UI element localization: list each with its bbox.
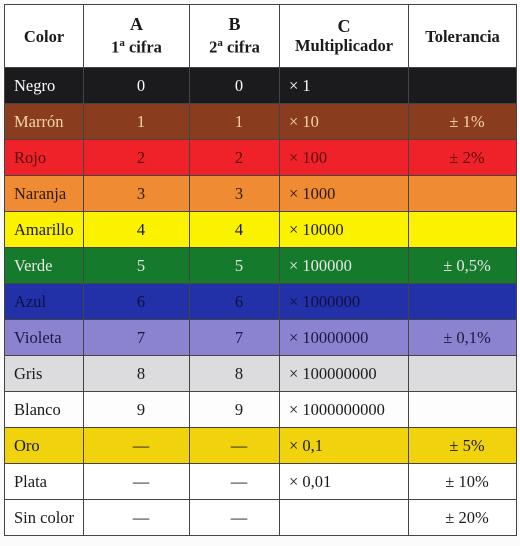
table-row: Negro 0 0 × 1 xyxy=(4,67,517,104)
color-name-cell: Naranja xyxy=(4,175,84,212)
color-name-cell: Plata xyxy=(4,463,84,500)
table-row: Azul 6 6 × 1000000 xyxy=(4,283,517,320)
tolerance-cell: ± 20% xyxy=(408,499,517,536)
header-a-word: cifra xyxy=(124,37,162,57)
multiplier-cell: × 10000 xyxy=(279,211,409,248)
table-header: Color A 1a cifra B 2a cifra C Multiplica… xyxy=(4,4,517,68)
multiplier-cell: × 1000000 xyxy=(279,283,409,320)
resistor-color-code-table: Color A 1a cifra B 2a cifra C Multiplica… xyxy=(4,4,517,536)
second-digit-cell: 1 xyxy=(189,103,280,140)
table-row: Marrón 1 1 × 10 ± 1% xyxy=(4,103,517,140)
table-row: Gris 8 8 × 100000000 xyxy=(4,355,517,392)
second-digit-cell: 0 xyxy=(189,67,280,104)
header-a-sup: a xyxy=(119,37,125,50)
first-digit-cell: — xyxy=(83,463,190,500)
table-row: Amarillo 4 4 × 10000 xyxy=(4,211,517,248)
header-b-number: 2 xyxy=(209,37,218,57)
header-multiplier: C Multiplicador xyxy=(279,4,409,68)
second-digit-cell: 6 xyxy=(189,283,280,320)
second-digit-cell: 9 xyxy=(189,391,280,428)
multiplier-cell: × 10000000 xyxy=(279,319,409,356)
multiplier-cell: × 0,01 xyxy=(279,463,409,500)
first-digit-cell: 7 xyxy=(83,319,190,356)
header-second-digit: B 2a cifra xyxy=(189,4,280,68)
tolerance-cell xyxy=(408,391,517,428)
tolerance-cell xyxy=(408,211,517,248)
color-name-cell: Amarillo xyxy=(4,211,84,248)
header-a-number: 1 xyxy=(111,37,120,57)
multiplier-cell: × 100000000 xyxy=(279,355,409,392)
multiplier-cell: × 1000 xyxy=(279,175,409,212)
table-row: Plata — — × 0,01 ± 10% xyxy=(4,463,517,500)
multiplier-cell: × 1000000000 xyxy=(279,391,409,428)
header-a-letter: A xyxy=(130,14,143,35)
second-digit-cell: — xyxy=(189,463,280,500)
tolerance-cell: ± 2% xyxy=(408,139,517,176)
tolerance-cell: ± 0,1% xyxy=(408,319,517,356)
multiplier-cell xyxy=(279,499,409,536)
first-digit-cell: 2 xyxy=(83,139,190,176)
header-b-letter: B xyxy=(228,14,241,35)
multiplier-cell: × 0,1 xyxy=(279,427,409,464)
color-name-cell: Sin color xyxy=(4,499,84,536)
first-digit-cell: 9 xyxy=(83,391,190,428)
first-digit-cell: 0 xyxy=(83,67,190,104)
multiplier-cell: × 100 xyxy=(279,139,409,176)
table-row: Verde 5 5 × 100000 ± 0,5% xyxy=(4,247,517,284)
color-name-cell: Marrón xyxy=(4,103,84,140)
first-digit-cell: — xyxy=(83,427,190,464)
color-name-cell: Negro xyxy=(4,67,84,104)
color-name-cell: Rojo xyxy=(4,139,84,176)
second-digit-cell: 8 xyxy=(189,355,280,392)
second-digit-cell: 7 xyxy=(189,319,280,356)
header-c-letter: C xyxy=(337,16,351,36)
second-digit-cell: 3 xyxy=(189,175,280,212)
tolerance-cell: ± 1% xyxy=(408,103,517,140)
table-row: Naranja 3 3 × 1000 xyxy=(4,175,517,212)
header-first-digit: A 1a cifra xyxy=(83,4,190,68)
multiplier-cell: × 10 xyxy=(279,103,409,140)
tolerance-cell: ± 5% xyxy=(408,427,517,464)
multiplier-cell: × 100000 xyxy=(279,247,409,284)
header-c-label: Multiplicador xyxy=(294,36,394,55)
multiplier-cell: × 1 xyxy=(279,67,409,104)
table-row: Oro — — × 0,1 ± 5% xyxy=(4,427,517,464)
first-digit-cell: — xyxy=(83,499,190,536)
table-row: Blanco 9 9 × 1000000000 xyxy=(4,391,517,428)
tolerance-cell: ± 10% xyxy=(408,463,517,500)
first-digit-cell: 5 xyxy=(83,247,190,284)
header-color: Color xyxy=(4,4,84,68)
tolerance-cell xyxy=(408,355,517,392)
table-row: Rojo 2 2 × 100 ± 2% xyxy=(4,139,517,176)
second-digit-cell: 4 xyxy=(189,211,280,248)
tolerance-cell: ± 0,5% xyxy=(408,247,517,284)
first-digit-cell: 6 xyxy=(83,283,190,320)
table-row: Violeta 7 7 × 10000000 ± 0,1% xyxy=(4,319,517,356)
first-digit-cell: 8 xyxy=(83,355,190,392)
header-tolerance: Tolerancia xyxy=(408,4,517,68)
second-digit-cell: 5 xyxy=(189,247,280,284)
tolerance-cell xyxy=(408,67,517,104)
header-row: Color A 1a cifra B 2a cifra C Multiplica… xyxy=(4,4,517,68)
second-digit-cell: — xyxy=(189,499,280,536)
header-b-sup: a xyxy=(217,37,223,50)
color-name-cell: Verde xyxy=(4,247,84,284)
color-name-cell: Azul xyxy=(4,283,84,320)
second-digit-cell: — xyxy=(189,427,280,464)
second-digit-cell: 2 xyxy=(189,139,280,176)
table-row: Sin color — — ± 20% xyxy=(4,499,517,536)
table-body: Negro 0 0 × 1 Marrón 1 1 × 10 ± 1% Rojo 2 2 × 100 ± 2… xyxy=(4,67,517,536)
header-b-word: cifra xyxy=(222,37,260,57)
color-name-cell: Oro xyxy=(4,427,84,464)
tolerance-cell xyxy=(408,175,517,212)
color-name-cell: Violeta xyxy=(4,319,84,356)
color-name-cell: Blanco xyxy=(4,391,84,428)
tolerance-cell xyxy=(408,283,517,320)
first-digit-cell: 1 xyxy=(83,103,190,140)
first-digit-cell: 4 xyxy=(83,211,190,248)
color-name-cell: Gris xyxy=(4,355,84,392)
first-digit-cell: 3 xyxy=(83,175,190,212)
